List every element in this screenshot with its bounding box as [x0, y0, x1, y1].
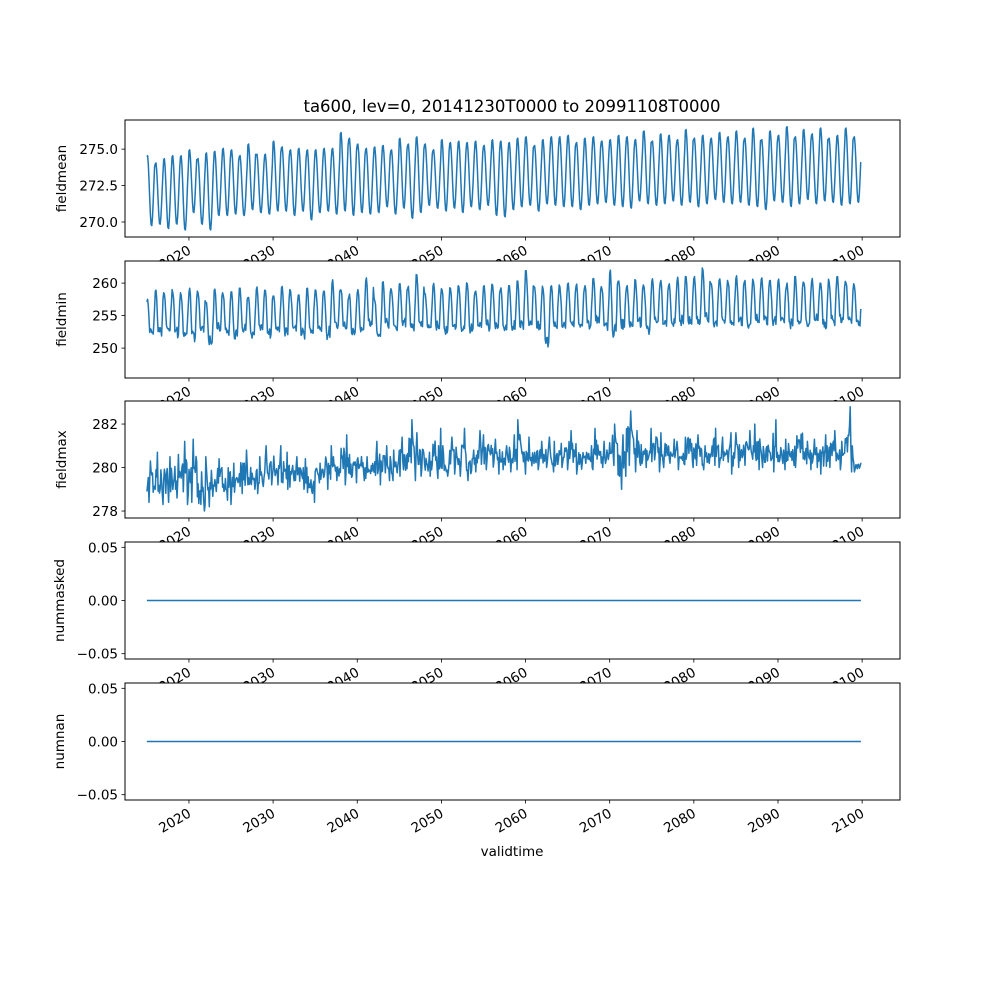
y-tick-label: 0.05 — [88, 681, 118, 697]
y-tick-label: 278 — [92, 504, 118, 520]
y-axis-label: fieldmin — [54, 292, 70, 347]
series-line-fieldmin — [146, 267, 862, 348]
y-tick-label: 282 — [92, 417, 118, 433]
y-tick-label: 272.5 — [79, 179, 118, 195]
y-tick-label: 0.00 — [88, 594, 118, 610]
y-axis-label: fieldmax — [54, 430, 70, 489]
y-tick-label: 280 — [92, 461, 118, 477]
series-line-fieldmean — [146, 125, 862, 231]
y-tick-label: 255 — [92, 309, 118, 325]
series-line-fieldmax — [146, 405, 862, 512]
y-tick-label: 275.0 — [79, 142, 118, 158]
y-tick-label: −0.05 — [77, 647, 118, 663]
axes-frame — [124, 260, 901, 379]
y-axis-label: fieldmean — [54, 145, 70, 212]
y-axis-label: numnan — [52, 714, 68, 770]
y-tick-label: 0.05 — [88, 540, 118, 556]
y-axis-label: nummasked — [52, 559, 68, 642]
chart-title: ta600, lev=0, 20141230T0000 to 20991108T… — [303, 97, 720, 116]
y-tick-label: 270.0 — [79, 215, 118, 231]
y-tick-label: 0.00 — [88, 735, 118, 751]
y-tick-label: 260 — [92, 276, 118, 292]
axes-frame — [124, 400, 901, 519]
x-axis-label: validtime — [481, 844, 544, 860]
y-tick-label: 250 — [92, 341, 118, 357]
axes-frame — [124, 119, 901, 238]
y-tick-label: −0.05 — [77, 788, 118, 804]
